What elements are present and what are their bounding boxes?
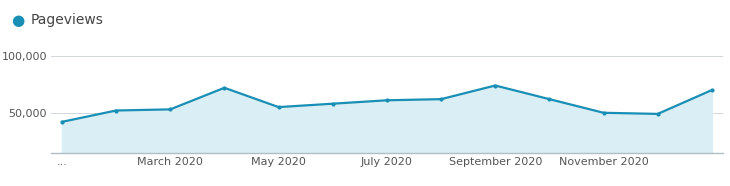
Text: ●: ● (11, 13, 24, 28)
Text: Pageviews: Pageviews (31, 13, 104, 27)
